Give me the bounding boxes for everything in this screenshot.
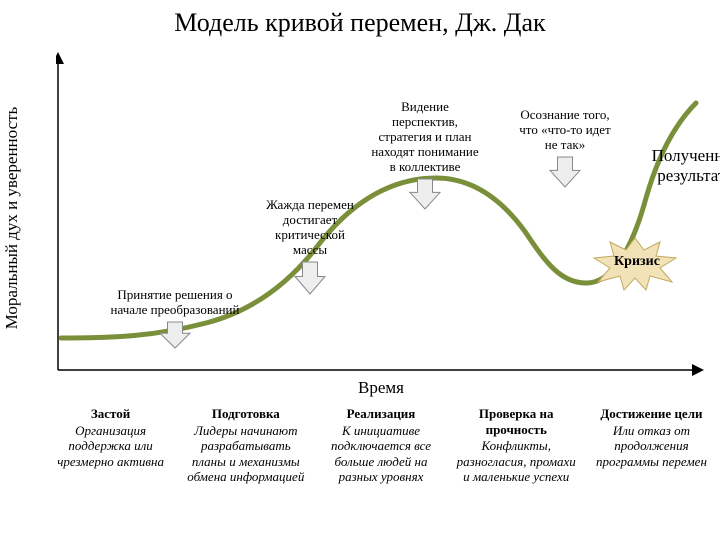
page-title: Модель кривой перемен, Дж. Дак xyxy=(0,0,720,42)
phase-title: Застой xyxy=(48,406,173,422)
phase-desc: Или отказ от продолжения программы перем… xyxy=(596,423,707,469)
crisis-label: Кризис xyxy=(614,254,660,270)
phase-desc: К инициативе подключается все больше люд… xyxy=(331,423,431,485)
x-axis-label: Время xyxy=(56,378,706,398)
result-label: Полученные результаты xyxy=(632,146,720,187)
phase-title: Реализация xyxy=(318,406,443,422)
phase-2: РеализацияК инициативе подключается все … xyxy=(316,406,445,485)
y-axis-label: Моральный дух и уверенность xyxy=(2,107,22,330)
phase-4: Достижение целиИли отказ от продолжения … xyxy=(587,406,716,485)
chart-area: Моральный дух и уверенность Принятие реш… xyxy=(20,48,710,388)
phases-row: ЗастойОрганизация поддержка или чрезмерн… xyxy=(46,406,716,485)
phase-desc: Конфликты, разногласия, промахи и малень… xyxy=(457,438,576,484)
phase-title: Достижение цели xyxy=(589,406,714,422)
phase-1: ПодготовкаЛидеры начинают разрабатывать … xyxy=(181,406,310,485)
phase-3: Проверка на прочностьКонфликты, разногла… xyxy=(452,406,581,485)
down-arrow-icon xyxy=(291,260,329,298)
y-axis-arrow xyxy=(56,52,64,64)
phase-title: Проверка на прочность xyxy=(454,406,579,437)
callout-c1: Жажда перемендостигаеткритическоймассы xyxy=(250,198,370,298)
callout-c0: Принятие решения оначале преобразований xyxy=(100,288,250,352)
down-arrow-icon xyxy=(156,320,194,352)
callout-text: Принятие решения оначале преобразований xyxy=(109,288,242,318)
plot-area: Принятие решения оначале преобразований Ж… xyxy=(56,48,706,378)
phase-0: ЗастойОрганизация поддержка или чрезмерн… xyxy=(46,406,175,485)
callout-c2: Видениеперспектив,стратегия и планнаходя… xyxy=(350,100,500,213)
callout-text: Осознание того,что «что-то идетне так» xyxy=(517,108,612,153)
phase-desc: Лидеры начинают разрабатывать планы и ме… xyxy=(187,423,304,485)
down-arrow-icon xyxy=(406,177,444,213)
callout-text: Видениеперспектив,стратегия и планнаходя… xyxy=(369,100,480,175)
callout-c3: Осознание того,что «что-то идетне так» xyxy=(500,108,630,191)
down-arrow-icon xyxy=(546,155,584,191)
x-axis-arrow xyxy=(692,364,704,376)
phase-title: Подготовка xyxy=(183,406,308,422)
callout-text: Жажда перемендостигаеткритическоймассы xyxy=(264,198,356,258)
crisis-burst: Кризис xyxy=(590,236,680,297)
phase-desc: Организация поддержка или чрезмерно акти… xyxy=(57,423,164,469)
